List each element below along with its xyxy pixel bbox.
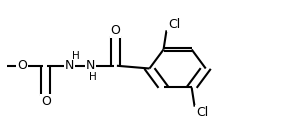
Text: O: O	[110, 24, 120, 37]
Text: H: H	[89, 72, 97, 82]
Text: Cl: Cl	[168, 18, 180, 31]
Text: N: N	[86, 59, 95, 72]
Text: Cl: Cl	[196, 106, 208, 119]
Text: O: O	[41, 95, 51, 108]
Text: O: O	[17, 59, 27, 72]
Text: N: N	[65, 59, 74, 72]
Text: H: H	[72, 51, 80, 61]
